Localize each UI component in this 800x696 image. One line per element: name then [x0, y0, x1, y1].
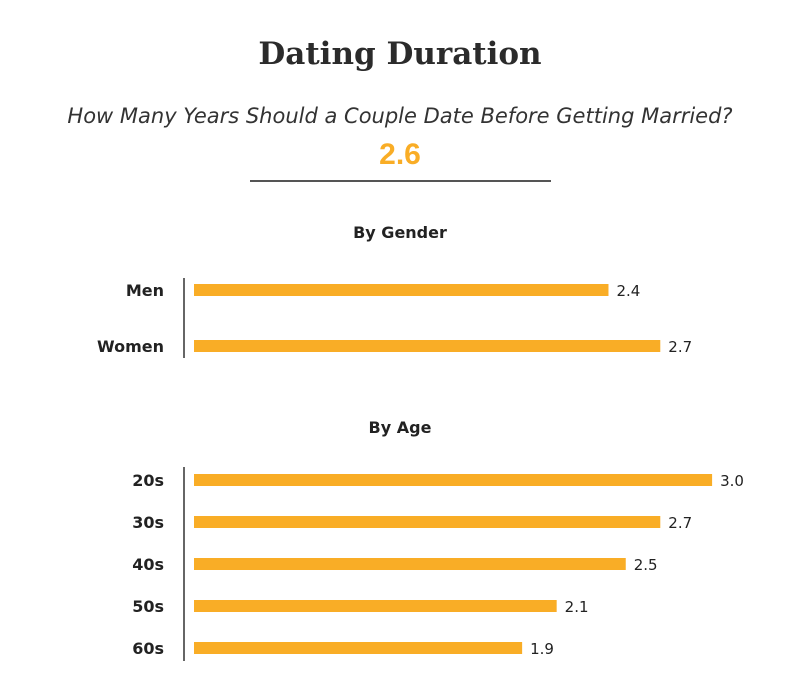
bar-women: [194, 340, 661, 352]
panel-title-gender: By Gender: [353, 223, 447, 242]
bar-30s: [194, 516, 661, 528]
bar-50s: [194, 600, 557, 612]
bar-60s: [194, 642, 523, 654]
bar-men: [194, 284, 609, 296]
divider-rule: [250, 180, 551, 182]
panel-title-age: By Age: [369, 418, 432, 437]
bar-40s: [194, 558, 626, 570]
value-label-women: 2.7: [668, 338, 692, 356]
category-label-40s: 40s: [132, 555, 164, 574]
category-label-30s: 30s: [132, 513, 164, 532]
chart-title: Dating Duration: [258, 36, 542, 72]
value-label-50s: 2.1: [565, 598, 589, 616]
category-label-20s: 20s: [132, 471, 164, 490]
category-label-men: Men: [126, 281, 164, 300]
category-label-50s: 50s: [132, 597, 164, 616]
category-label-women: Women: [97, 337, 164, 356]
value-label-30s: 2.7: [668, 514, 692, 532]
category-label-60s: 60s: [132, 639, 164, 658]
value-label-men: 2.4: [616, 282, 640, 300]
chart-subtitle: How Many Years Should a Couple Date Befo…: [67, 104, 733, 128]
value-label-40s: 2.5: [634, 556, 658, 574]
value-label-60s: 1.9: [530, 640, 554, 658]
bar-20s: [194, 474, 713, 486]
value-label-20s: 3.0: [720, 472, 744, 490]
overall-value: 2.6: [379, 138, 421, 171]
